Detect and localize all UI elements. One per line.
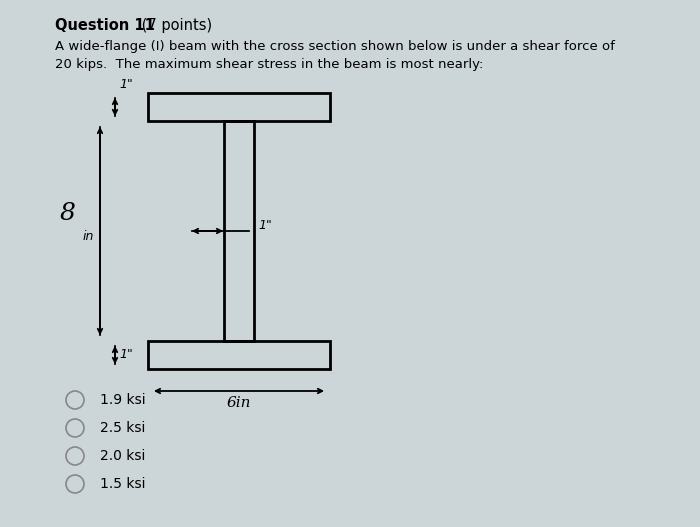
- Text: in: in: [83, 229, 94, 242]
- Text: 1": 1": [119, 348, 133, 362]
- Text: (7 points): (7 points): [137, 18, 212, 33]
- Bar: [148, 93, 330, 121]
- Text: 1.5 ksi: 1.5 ksi: [100, 477, 146, 491]
- Text: 6in: 6in: [227, 396, 251, 410]
- Text: A wide-flange (I) beam with the cross section shown below is under a shear force: A wide-flange (I) beam with the cross se…: [55, 40, 615, 53]
- Bar: [148, 341, 330, 369]
- Text: Question 11: Question 11: [55, 18, 155, 33]
- Text: 20 kips.  The maximum shear stress in the beam is most nearly:: 20 kips. The maximum shear stress in the…: [55, 58, 484, 71]
- Text: 8: 8: [60, 201, 76, 225]
- Text: 2.5 ksi: 2.5 ksi: [100, 421, 146, 435]
- Text: 1.9 ksi: 1.9 ksi: [100, 393, 146, 407]
- Text: 1": 1": [258, 219, 272, 232]
- Text: 1": 1": [119, 78, 133, 91]
- Text: 2.0 ksi: 2.0 ksi: [100, 449, 146, 463]
- Bar: [224, 121, 254, 341]
